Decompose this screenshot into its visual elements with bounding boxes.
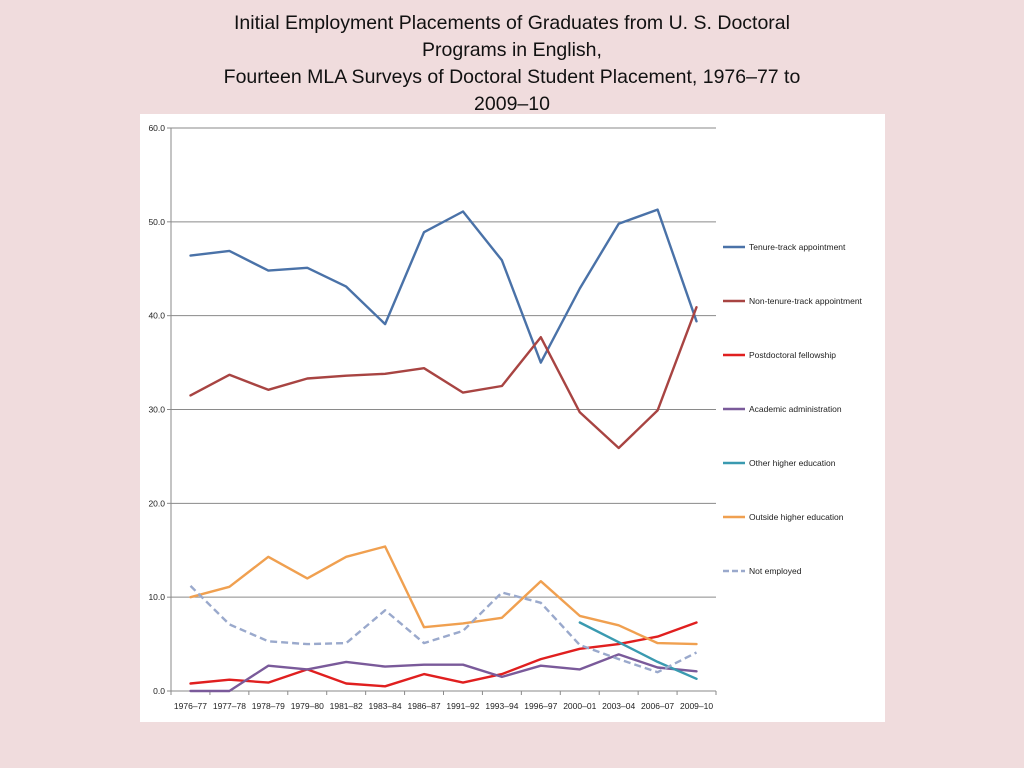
x-tick-label: 1986–87 xyxy=(407,701,440,711)
x-axis-ticks: 1976–77 1977–78 1978–79 1979–80 1981–82 1983–… xyxy=(170,691,717,711)
x-tick-label: 1977–78 xyxy=(213,701,246,711)
x-tick-label: 1981–82 xyxy=(330,701,363,711)
x-tick-label: 2000–01 xyxy=(563,701,596,711)
chart-title: Initial Employment Placements of Graduat… xyxy=(150,10,874,118)
chart-title-line-4: 2009–10 xyxy=(474,93,550,115)
x-tick-label: 2009–10 xyxy=(680,701,713,711)
legend-label: Non-tenure-track appointment xyxy=(749,296,863,306)
series-line-tenure-track-appointment xyxy=(189,208,698,364)
y-axis-ticks: 0.0 10.0 20.0 30.0 40.0 50.0 60.0 xyxy=(148,123,171,696)
series-line-not-employed xyxy=(189,585,698,674)
series-line-outside-higher-education xyxy=(189,545,698,646)
x-tick-label: 1993–94 xyxy=(485,701,518,711)
chart-panel: 0.0 10.0 20.0 30.0 40.0 50.0 60.0 1976–77 1977–… xyxy=(140,114,885,722)
chart-title-line-1: Initial Employment Placements of Graduat… xyxy=(234,12,790,34)
legend-label: Not employed xyxy=(749,566,802,576)
x-tick-label: 2003–04 xyxy=(602,701,635,711)
x-tick-label: 1976–77 xyxy=(174,701,207,711)
legend-label: Postdoctoral fellowship xyxy=(749,350,836,360)
y-tick-label: 40.0 xyxy=(148,311,165,321)
x-tick-label: 1983–84 xyxy=(369,701,402,711)
x-tick-label: 2006–07 xyxy=(641,701,674,711)
x-tick-label: 1978–79 xyxy=(252,701,285,711)
y-tick-label: 60.0 xyxy=(148,123,165,133)
series-line-academic-administration xyxy=(189,653,698,693)
y-tick-label: 30.0 xyxy=(148,405,165,415)
series-line-other-higher-education xyxy=(578,621,698,680)
legend: Tenure-track appointment Non-tenure-track… xyxy=(723,242,863,576)
line-chart: 0.0 10.0 20.0 30.0 40.0 50.0 60.0 1976–77 1977–… xyxy=(148,123,863,711)
y-tick-label: 50.0 xyxy=(148,217,165,227)
x-tick-label: 1979–80 xyxy=(291,701,324,711)
x-tick-label: 1991–92 xyxy=(446,701,479,711)
y-tick-label: 10.0 xyxy=(148,592,165,602)
chart-title-line-2: Programs in English, xyxy=(422,39,602,61)
chart-title-line-3: Fourteen MLA Surveys of Doctoral Student… xyxy=(223,66,801,88)
y-tick-label: 20.0 xyxy=(148,498,165,508)
gridlines xyxy=(171,127,716,598)
series-lines xyxy=(189,208,698,693)
x-tick-label: 1996–97 xyxy=(524,701,557,711)
series-line-non-tenure-track-appointment xyxy=(189,306,698,450)
legend-label: Tenure-track appointment xyxy=(749,242,846,252)
legend-label: Other higher education xyxy=(749,458,836,468)
series-line-postdoctoral-fellowship xyxy=(189,621,698,688)
y-tick-label: 0.0 xyxy=(153,686,165,696)
legend-label: Academic administration xyxy=(749,404,842,414)
legend-label: Outside higher education xyxy=(749,512,844,522)
